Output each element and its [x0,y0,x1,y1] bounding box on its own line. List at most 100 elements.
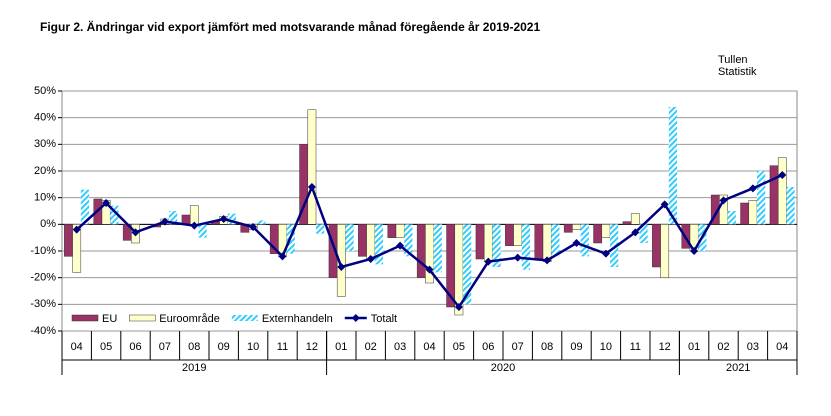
marker [219,215,228,223]
bar [404,224,413,257]
bar [345,224,354,251]
x-tick-label: 01 [688,341,700,353]
bar [777,157,787,225]
source: Tullen [718,54,748,66]
bar [748,200,758,225]
bar [358,224,367,257]
bar [395,224,405,238]
marker [278,252,287,261]
bar [433,224,442,273]
bar [563,224,573,233]
bar [757,171,766,225]
bar [630,213,640,225]
bar [80,189,90,225]
marker [396,241,405,250]
x-tick-label: 08 [541,341,553,353]
marker [102,199,111,207]
marker [307,183,316,191]
y-tick-label: -20% [30,272,56,284]
group-label: 2021 [726,362,750,374]
y-tick-label: 40% [34,112,56,124]
x-tick-label: 11 [277,341,288,353]
bar [336,224,346,297]
x-tick-label: 05 [100,341,112,353]
marker [778,171,787,179]
x-tick-label: 12 [306,341,318,353]
x-tick-label: 02 [365,341,377,353]
legend-label: Euroområde [159,313,220,325]
x-tick-label: 07 [512,341,524,353]
bar [769,165,779,225]
bar [257,220,266,225]
bar [492,224,501,267]
x-tick-label: 06 [482,341,494,353]
bar [475,224,485,260]
marker [72,225,81,234]
legend-label: Externhandeln [262,313,333,325]
bar [622,221,632,225]
x-tick-label: 11 [630,341,641,353]
x-tick-label: 05 [453,341,465,353]
bar [639,224,648,243]
bar [652,224,661,268]
y-tick-label: 10% [34,192,56,204]
x-tick-label: 09 [570,341,582,353]
x-tick-label: 10 [247,341,259,353]
marker [249,223,258,231]
bar [169,211,178,225]
marker [513,253,522,262]
marker [719,196,728,205]
legend-swatch [231,315,258,321]
bar [463,224,472,305]
x-tick-label: 01 [335,341,347,353]
bar [387,224,397,238]
bar [227,213,237,225]
bar [72,224,82,273]
legend-swatch [71,314,99,322]
x-tick-label: 02 [717,341,729,353]
x-tick-label: 03 [394,341,406,353]
marker [425,265,434,274]
x-tick-label: 12 [659,341,671,353]
bar [551,224,560,257]
marker [690,247,699,255]
bar [189,205,199,225]
bar [110,205,119,225]
bar [610,224,619,267]
legend-swatch [351,314,360,322]
bar [534,224,544,260]
bar [316,224,325,234]
y-tick-label: -30% [30,298,56,310]
marker [660,200,669,209]
bar [366,224,376,260]
bar [593,224,603,244]
x-tick-label: 04 [776,341,788,353]
bar [505,224,514,246]
bar [198,224,207,238]
x-tick-label: 04 [423,341,435,353]
x-tick-label: 07 [159,341,171,353]
bar [521,224,531,270]
marker [748,184,757,193]
marker [366,255,375,263]
bar [483,224,493,262]
marker [160,217,169,226]
bar [601,224,611,238]
group-label: 2019 [182,362,206,374]
y-tick-label: 30% [34,138,56,150]
bar [668,107,678,225]
marker [601,249,610,258]
marker [543,256,552,265]
y-tick-label: -40% [30,325,56,337]
bar [572,224,581,230]
group-label: 2020 [491,362,515,374]
bar [660,224,670,278]
x-tick-label: 09 [218,341,230,353]
marker [337,263,346,271]
y-tick-label: 0% [40,218,56,230]
legend-swatch [129,314,156,322]
bar [786,187,795,225]
marker [131,228,140,237]
bar [374,224,384,265]
